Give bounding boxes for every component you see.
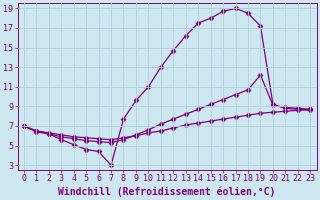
X-axis label: Windchill (Refroidissement éolien,°C): Windchill (Refroidissement éolien,°C) bbox=[58, 186, 276, 197]
